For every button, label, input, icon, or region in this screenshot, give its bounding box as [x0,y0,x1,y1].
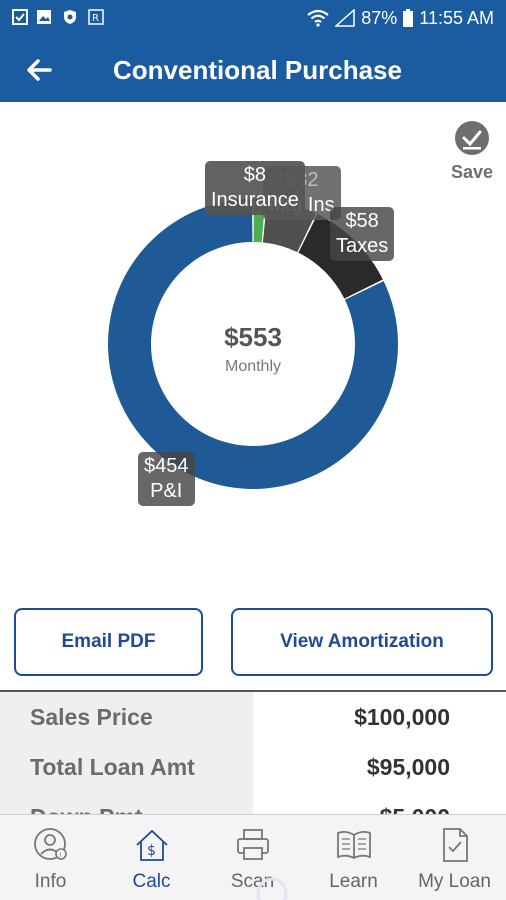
table-row: Down Pmt $5,000 [0,792,506,814]
battery-percent: 87% [361,7,398,28]
touch-indicator-icon [256,877,288,900]
nav-item-learn[interactable]: Learn [303,815,404,900]
svg-text:$: $ [147,843,156,859]
nav-label-learn: Learn [329,871,378,892]
row-value: $95,000 [253,742,506,792]
svg-text:R: R [92,13,99,24]
bottom-navigation: i Info $ Calc Scan Learn My Loan [0,814,506,900]
tooltip-insurance: $8 Insurance [205,161,305,215]
user-info-icon: i [34,828,67,860]
house-dollar-icon: $ [136,829,168,861]
printer-icon [237,829,269,860]
tooltip-pi-label: P&I [150,480,183,502]
tooltip-taxes-value: $58 [345,210,379,232]
tooltip-insurance-label: Insurance [211,189,299,211]
document-check-icon [443,828,468,862]
prescription-icon: R [88,9,104,25]
nav-item-calc[interactable]: $ Calc [101,815,202,900]
svg-text:i: i [59,851,61,859]
email-pdf-button[interactable]: Email PDF [14,608,203,676]
center-monthly-amount: $553 [224,322,282,352]
nav-item-scan[interactable]: Scan [202,815,303,900]
page-title: Conventional Purchase [113,55,402,85]
row-label: Down Pmt [0,792,253,814]
book-icon [337,830,371,860]
nav-label-info: Info [34,871,67,892]
loan-summary-table: Sales Price $100,000 Total Loan Amt $95,… [0,690,506,814]
battery-icon [403,9,414,27]
nav-label-my-loan: My Loan [418,871,491,892]
shield-icon [64,10,76,24]
nav-item-info[interactable]: i Info [0,815,101,900]
table-row: Sales Price $100,000 [0,692,506,742]
tooltip-insurance-value: $8 [243,164,267,186]
row-value: $100,000 [253,692,506,742]
save-button[interactable]: Save [444,118,500,188]
top-bar: R 87% 11:55 AM Conventional Purchase [0,0,506,102]
tooltip-taxes-label: Taxes [336,235,389,257]
nav-label-scan: Scan [230,871,275,892]
row-value: $5,000 [253,792,506,814]
row-label: Total Loan Amt [0,742,253,792]
image-icon [37,10,51,24]
donut-slice-p-i[interactable] [107,199,398,490]
tooltip-pi: $454 P&I [138,452,195,506]
arrow-left-icon[interactable] [22,52,58,88]
signal-icon [335,9,355,27]
tooltip-taxes: $58 Taxes [330,207,395,261]
nav-label-calc: Calc [132,871,171,892]
view-amortization-button[interactable]: View Amortization [231,608,493,676]
table-row: Total Loan Amt $95,000 [0,742,506,792]
wifi-icon [307,9,329,27]
status-bar: R 87% 11:55 AM [0,0,506,36]
nav-item-my-loan[interactable]: My Loan [404,815,505,900]
center-monthly-label: Monthly [224,358,282,375]
save-label: Save [450,162,494,182]
checklist-icon [12,9,28,25]
check-circle-icon [455,121,489,155]
clock-time: 11:55 AM [419,7,494,28]
row-label: Sales Price [0,692,253,742]
status-right: 87% 11:55 AM [307,6,494,30]
tooltip-pi-value: $454 [144,455,189,477]
